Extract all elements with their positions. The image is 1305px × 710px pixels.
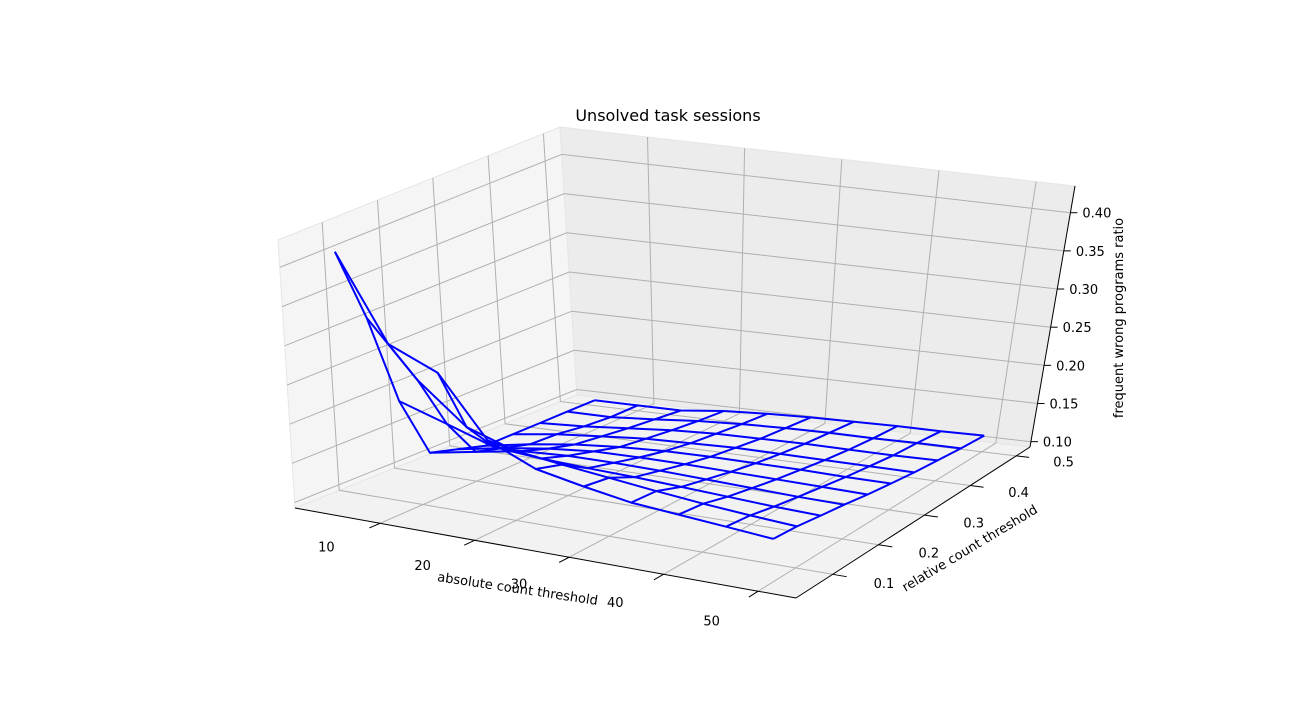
chart-title: Unsolved task sessions — [575, 106, 760, 125]
grid-line-x — [474, 148, 746, 541]
axis-lines — [294, 185, 1078, 599]
wire-line-col — [678, 425, 898, 516]
wire-line-col — [583, 416, 812, 488]
y-tick-label: 0.4 — [1008, 486, 1029, 501]
wire-line-row — [594, 399, 985, 437]
z-tick-label: 0.10 — [1043, 436, 1072, 451]
x-tick-label: 10 — [318, 541, 335, 556]
y-tick-label: 0.5 — [1053, 456, 1074, 471]
wire-line-col — [535, 412, 768, 470]
tick-labels: 10 20 30 40 50 0.1 0.2 0.3 0.4 0.5 0.10 0.15 0.20 0.2… — [318, 207, 1111, 630]
x-tick-mark — [748, 590, 759, 598]
wire-line-row — [539, 422, 938, 462]
grid-line-y — [321, 222, 833, 575]
wire-line-col — [387, 343, 639, 453]
y-tick-mark — [832, 573, 847, 578]
wire-line-row — [429, 450, 845, 506]
grid-line-x — [663, 170, 940, 575]
grid-line-y — [432, 177, 925, 516]
x-tick-mark — [369, 522, 381, 529]
wire-line-row — [334, 251, 774, 540]
wire-line-row — [457, 447, 868, 496]
wire-line-col — [487, 410, 725, 460]
wire-line-row — [567, 410, 962, 450]
wire-line-row — [512, 433, 915, 474]
x-tick-mark — [558, 556, 570, 563]
x-tick-label: 20 — [414, 559, 431, 574]
y-tick-label: 0.1 — [874, 577, 895, 592]
z-tick-label: 0.40 — [1082, 207, 1111, 222]
grid-line-z — [279, 153, 1071, 268]
wire-line-col — [725, 430, 942, 528]
wire-line-row — [485, 443, 892, 485]
x-tick-label: 40 — [607, 596, 624, 611]
z-tick-label: 0.20 — [1056, 359, 1085, 374]
wire-line-row — [398, 400, 821, 517]
z-tick-label: 0.35 — [1076, 245, 1105, 260]
grid-line-z — [282, 193, 1064, 308]
grid-line-y — [377, 200, 879, 546]
wire-line-col — [630, 420, 855, 504]
x-axis-line — [294, 507, 797, 599]
y-axis-line — [795, 446, 1031, 599]
grid-line-z — [287, 271, 1051, 386]
grid-lines — [279, 133, 1071, 592]
x-tick-mark — [653, 573, 664, 581]
y-tick-label: 0.3 — [963, 516, 984, 531]
wire-line-row — [365, 317, 798, 528]
grid-line-x — [379, 136, 655, 524]
y-tick-mark — [924, 514, 938, 518]
y-tick-mark — [970, 484, 984, 488]
x-axis-label: absolute count threshold — [436, 570, 598, 609]
z-axis-label: frequent wrong programs ratio — [1112, 218, 1127, 418]
grid-line-z — [289, 310, 1045, 425]
z-tick-label: 0.30 — [1069, 283, 1098, 298]
grid-line-x — [568, 159, 843, 558]
x-tick-label: 50 — [703, 614, 720, 629]
wireframe-surface — [333, 251, 985, 540]
grid-line-z — [284, 232, 1058, 347]
z-tick-label: 0.15 — [1050, 398, 1079, 413]
x-tick-mark — [464, 539, 475, 546]
x-tick-label: 30 — [511, 577, 528, 592]
y-tick-label: 0.2 — [918, 547, 939, 562]
grid-line-x — [757, 181, 1037, 592]
y-tick-mark — [878, 544, 893, 548]
wire-line-col — [436, 372, 682, 453]
z-tick-label: 0.25 — [1063, 321, 1092, 336]
wire-line-col — [772, 434, 985, 540]
grid-line-z — [292, 349, 1038, 464]
y-tick-mark — [1016, 455, 1030, 458]
